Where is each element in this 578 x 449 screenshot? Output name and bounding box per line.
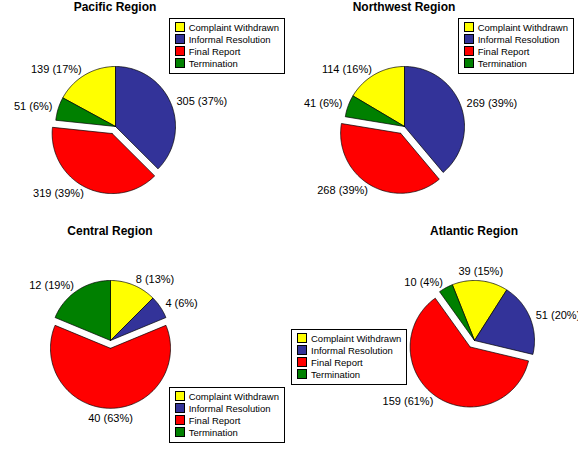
- html-text:Pacific Region: Pacific Region: [73, 0, 157, 14]
- svg-text:319 (39%): 319 (39%): [33, 187, 84, 199]
- html-text:Atlantic Region: Atlantic Region: [430, 224, 518, 238]
- html-text:Final Report: Final Report: [188, 415, 241, 426]
- html-text:Informal Resolution: Informal Resolution: [188, 34, 271, 45]
- svg-text:39 (15%): 39 (15%): [458, 265, 503, 277]
- svg-text:114 (16%): 114 (16%): [322, 63, 372, 75]
- html-text:Termination: Termination: [311, 369, 361, 380]
- svg-text:159 (61%): 159 (61%): [383, 395, 434, 407]
- svg-text:4 (6%): 4 (6%): [165, 297, 197, 309]
- html-text:Northwest Region: Northwest Region: [352, 0, 456, 14]
- svg-text:10 (4%): 10 (4%): [404, 276, 443, 288]
- html-text:Complaint Withdrawn: Complaint Withdrawn: [188, 391, 279, 402]
- svg-text:268 (39%): 268 (39%): [317, 184, 368, 196]
- svg-text:51 (6%): 51 (6%): [14, 100, 53, 112]
- svg-text:8 (13%): 8 (13%): [136, 273, 175, 285]
- svg-text:305 (37%): 305 (37%): [176, 95, 227, 107]
- html-text:Complaint Withdrawn: Complaint Withdrawn: [311, 333, 402, 344]
- html-text:Informal Resolution: Informal Resolution: [311, 345, 393, 356]
- html-text:Final Report: Final Report: [477, 46, 530, 57]
- html-text:Final Report: Final Report: [188, 46, 241, 57]
- svg-text:41 (6%): 41 (6%): [304, 97, 343, 109]
- svg-text:51 (20%): 51 (20%): [536, 309, 578, 321]
- html-text:Central Region: Central Region: [67, 224, 153, 238]
- html-text:Informal Resolution: Informal Resolution: [477, 34, 560, 45]
- svg-text:139 (17%): 139 (17%): [31, 63, 82, 75]
- html-text:Termination: Termination: [188, 427, 238, 438]
- html-text:Complaint Withdrawn: Complaint Withdrawn: [188, 22, 279, 33]
- html-text:Complaint Withdrawn: Complaint Withdrawn: [477, 22, 568, 33]
- html-text:Termination: Termination: [188, 58, 238, 69]
- svg-text:40 (63%): 40 (63%): [88, 412, 133, 424]
- html-text:Informal Resolution: Informal Resolution: [188, 403, 271, 414]
- html-text:Termination: Termination: [477, 58, 527, 69]
- svg-text:269 (39%): 269 (39%): [467, 97, 518, 109]
- html-text:Final Report: Final Report: [311, 357, 363, 368]
- svg-text:12 (19%): 12 (19%): [29, 279, 74, 291]
